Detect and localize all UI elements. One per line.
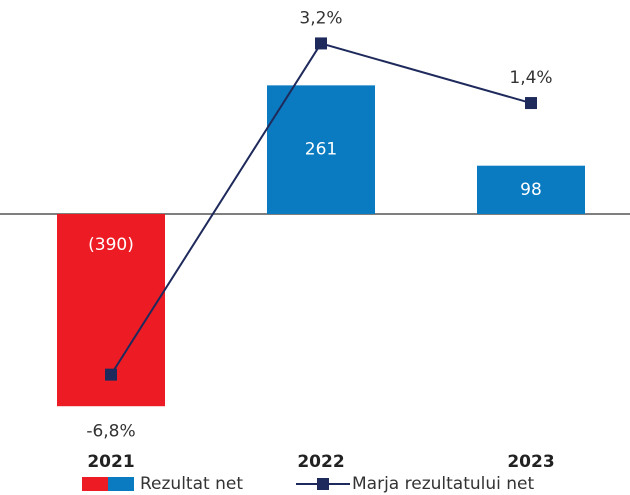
- x-tick-label: 2023: [507, 452, 554, 472]
- line-value-label: 1,4%: [509, 68, 552, 88]
- line-marker: [105, 368, 117, 381]
- bar: [477, 165, 585, 214]
- line-value-label: 3,2%: [299, 8, 342, 28]
- line-value-label: -6,8%: [86, 422, 135, 442]
- line-marker: [315, 37, 327, 50]
- legend-swatch: [82, 477, 108, 491]
- x-tick-label: 2021: [87, 452, 134, 472]
- bar-value-label: (390): [88, 235, 134, 255]
- line-marker: [525, 97, 537, 110]
- legend-label: Rezultat net: [140, 474, 243, 494]
- x-tick-label: 2022: [297, 452, 344, 472]
- legend-label: Marja rezultatului net: [352, 474, 534, 494]
- legend-marker: [317, 478, 329, 490]
- legend-swatch: [108, 477, 134, 491]
- bar: [267, 85, 375, 214]
- bar-value-label: 98: [520, 180, 542, 200]
- bar-value-label: 261: [305, 140, 337, 160]
